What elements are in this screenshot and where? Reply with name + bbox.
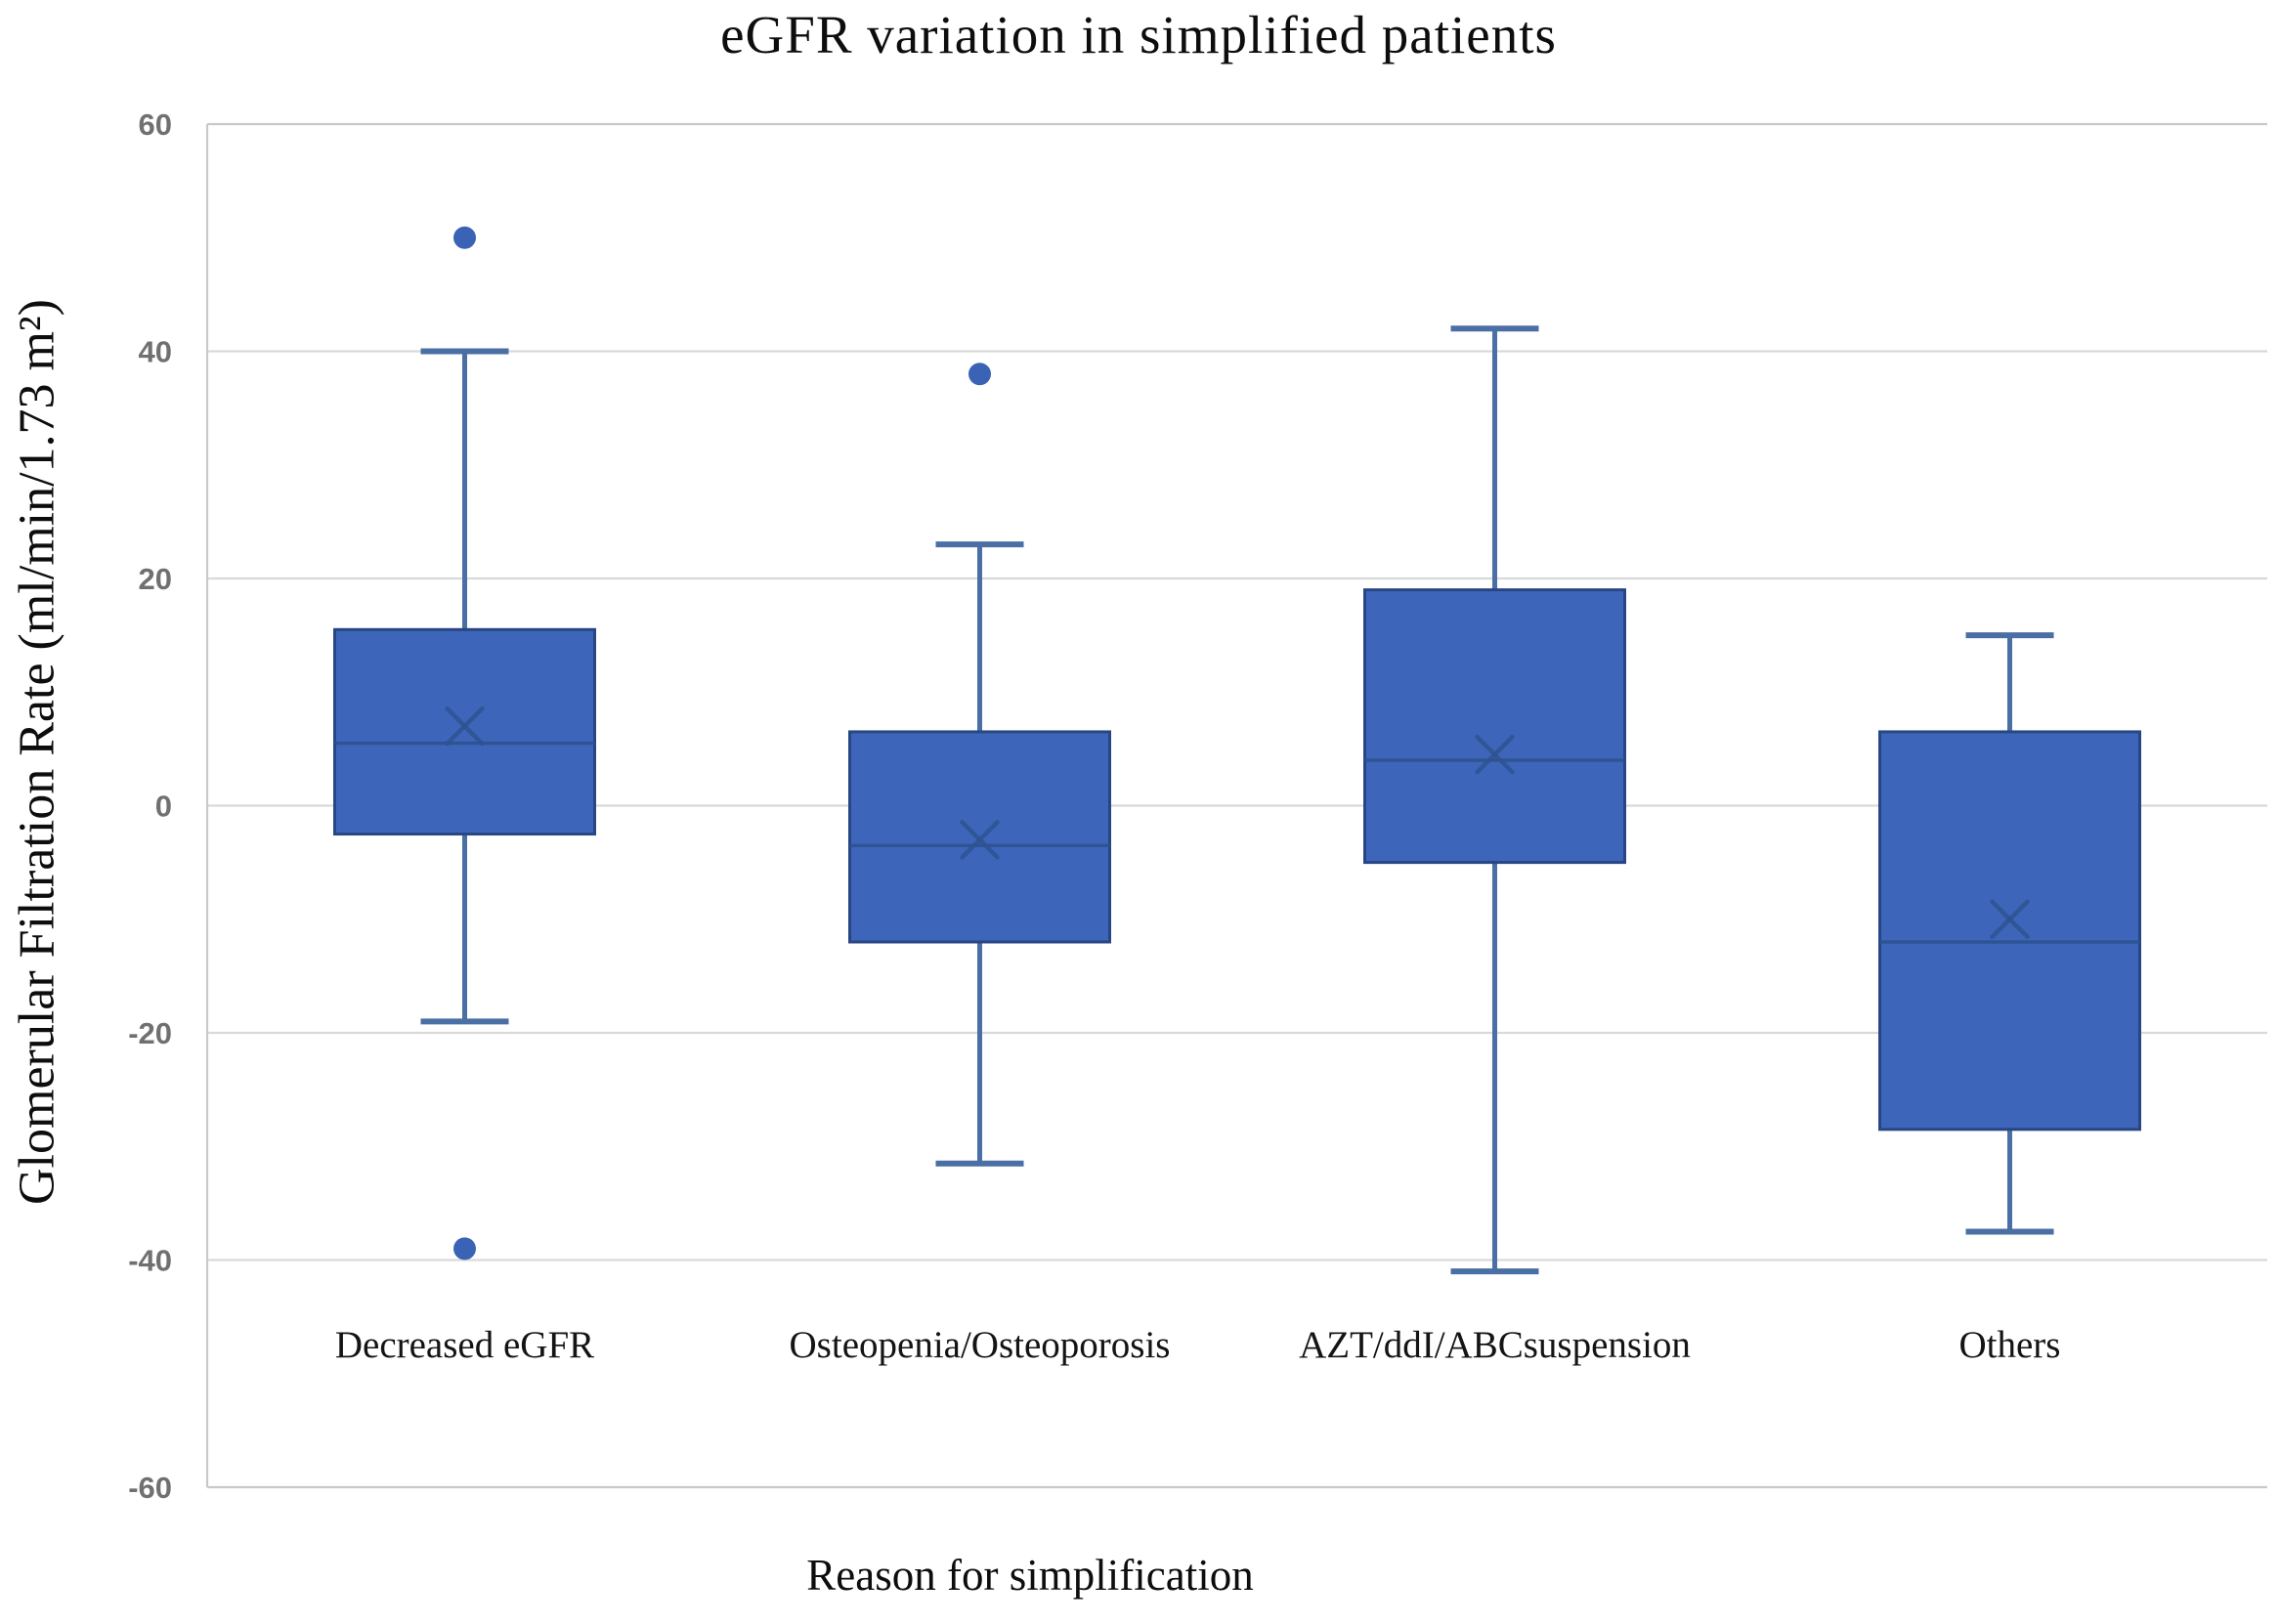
- box: [1878, 730, 2141, 1132]
- mean-marker: [960, 820, 1000, 860]
- box: [333, 627, 596, 836]
- box: [1363, 588, 1626, 865]
- outlier-dot: [968, 363, 991, 386]
- y-tick-label: -20: [128, 1016, 172, 1050]
- outlier-dot: [453, 1237, 476, 1261]
- y-tick-label: -40: [128, 1244, 172, 1278]
- category-label: Osteopenia/Osteoporosis: [790, 1324, 1171, 1366]
- y-tick-label: 40: [139, 335, 172, 369]
- chart-title: eGFR variation in simplified patients: [720, 5, 1557, 64]
- y-tick-label: 60: [139, 107, 172, 142]
- mean-marker: [445, 705, 485, 747]
- category-label: Others: [1959, 1324, 2061, 1366]
- category-label: Decreased eGFR: [335, 1324, 594, 1366]
- y-tick-label: 20: [139, 562, 172, 596]
- mean-marker: [1475, 734, 1515, 775]
- x-axis-title: Reason for simplification: [806, 1551, 1254, 1600]
- category-label: AZT/ddI/ABCsuspension: [1299, 1324, 1691, 1366]
- mean-marker: [1990, 899, 2030, 939]
- y-tick-label: -60: [128, 1471, 172, 1505]
- y-tick-label: 0: [155, 790, 172, 824]
- outlier-dot: [453, 226, 476, 249]
